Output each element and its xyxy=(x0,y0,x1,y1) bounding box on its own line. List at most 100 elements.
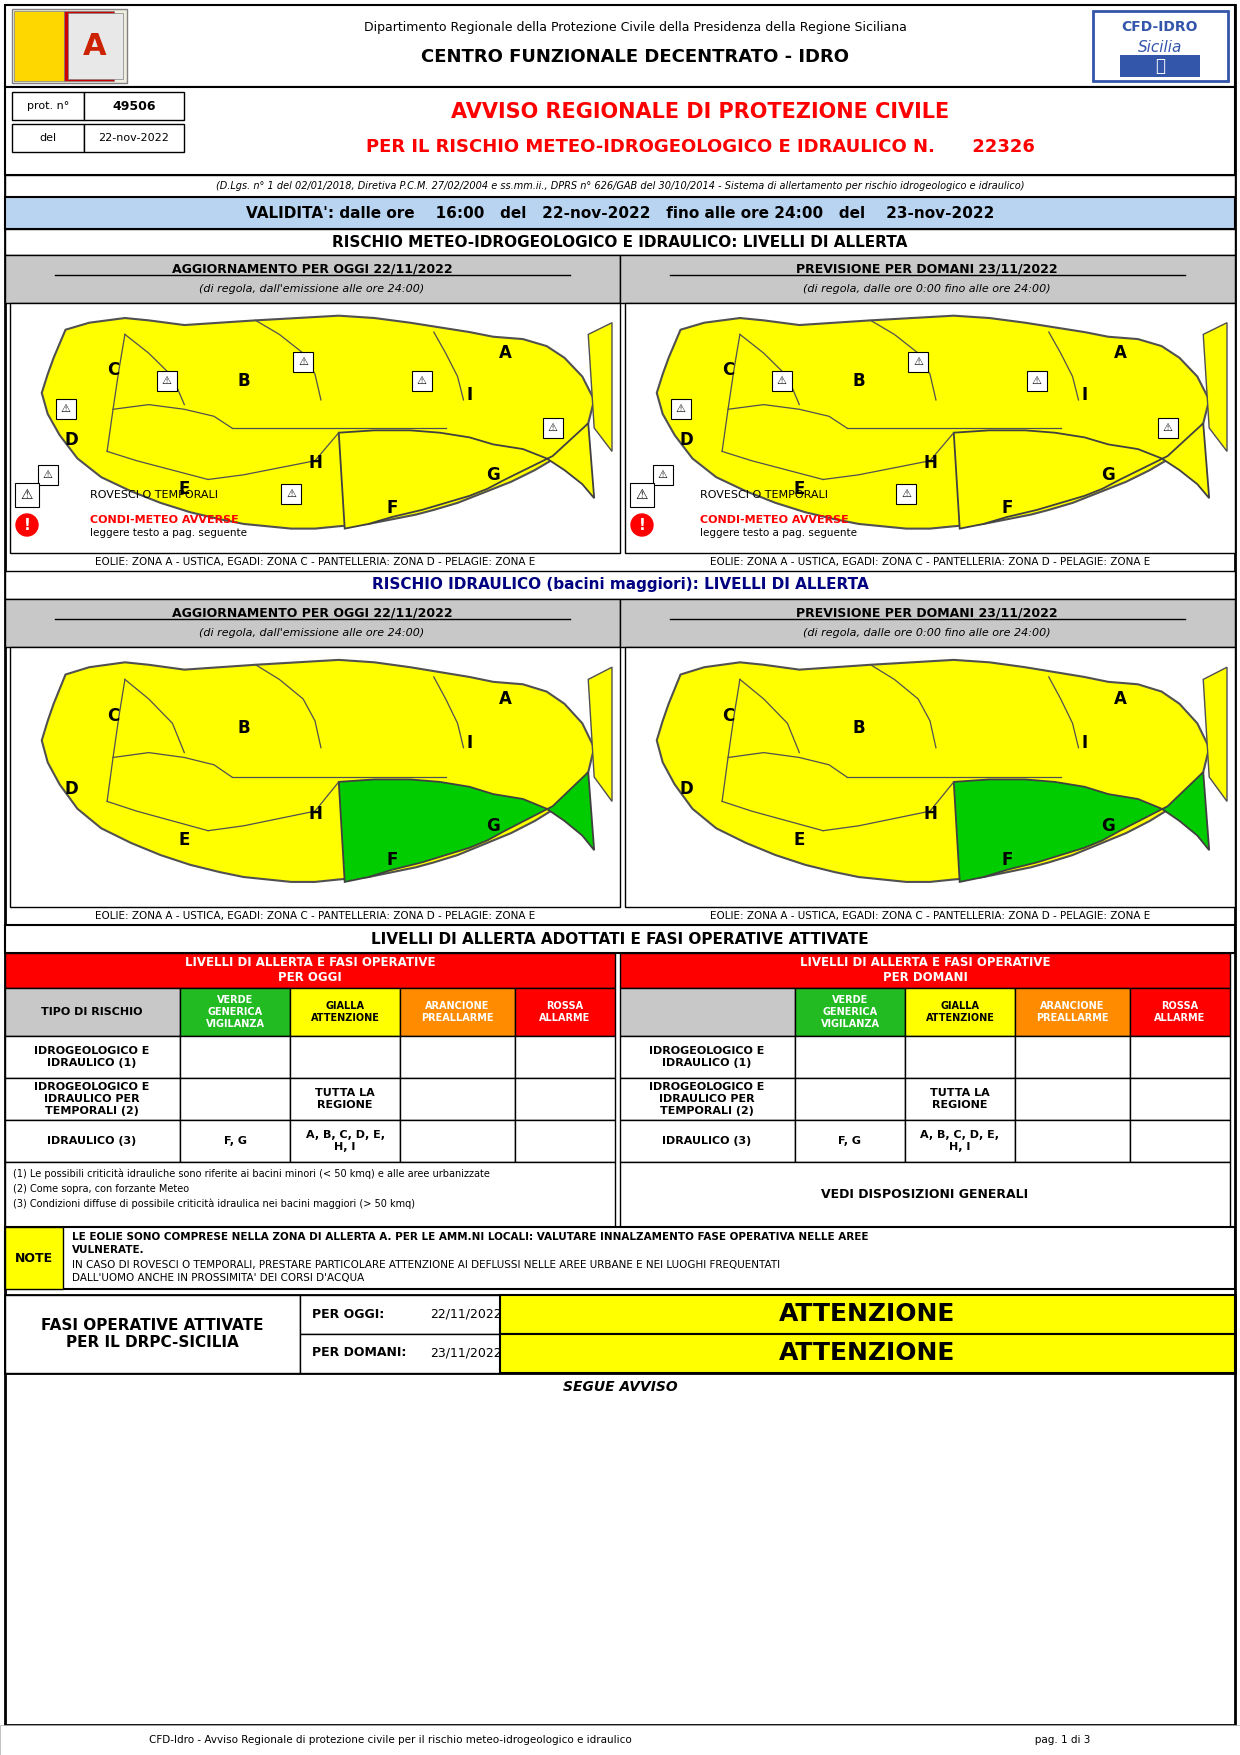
Bar xyxy=(12,9,126,82)
Text: B: B xyxy=(237,372,250,390)
Bar xyxy=(905,988,1016,1035)
Text: ⚠: ⚠ xyxy=(901,488,911,498)
Text: F: F xyxy=(387,498,398,516)
Text: D: D xyxy=(64,781,78,799)
Text: PER DOMANI:: PER DOMANI: xyxy=(312,1346,407,1360)
Bar xyxy=(625,648,1235,907)
Bar xyxy=(5,228,1235,254)
Bar xyxy=(897,484,916,504)
Text: F, G: F, G xyxy=(838,1135,862,1146)
Text: ⚠: ⚠ xyxy=(21,488,33,502)
Text: C: C xyxy=(722,360,734,379)
Bar xyxy=(5,1162,615,1227)
Bar xyxy=(500,1295,1235,1334)
Bar xyxy=(620,254,1235,304)
Text: A: A xyxy=(1114,344,1126,362)
Text: CONDI-METEO AVVERSE: CONDI-METEO AVVERSE xyxy=(91,514,239,525)
Text: ⚠: ⚠ xyxy=(636,488,649,502)
Bar xyxy=(12,125,84,153)
Text: CFD-IDRO: CFD-IDRO xyxy=(1122,19,1198,33)
Bar xyxy=(300,1295,500,1334)
Text: EOLIE: ZONA A - USTICA, EGADI: ZONA C - PANTELLERIA: ZONA D - PELAGIE: ZONA E: EOLIE: ZONA A - USTICA, EGADI: ZONA C - … xyxy=(95,911,536,921)
Bar xyxy=(5,570,1235,598)
Bar xyxy=(12,91,84,119)
Text: 49506: 49506 xyxy=(113,100,156,112)
Text: (di regola, dalle ore 0:00 fino alle ore 24:00): (di regola, dalle ore 0:00 fino alle ore… xyxy=(804,628,1050,639)
Bar xyxy=(412,372,432,391)
Bar xyxy=(1130,988,1230,1035)
Text: CONDI-METEO AVVERSE: CONDI-METEO AVVERSE xyxy=(701,514,848,525)
Text: C: C xyxy=(107,360,119,379)
Text: VEDI DISPOSIZIONI GENERALI: VEDI DISPOSIZIONI GENERALI xyxy=(821,1188,1028,1200)
Text: A, B, C, D, E,
H, I: A, B, C, D, E, H, I xyxy=(305,1130,384,1151)
Text: B: B xyxy=(237,720,250,737)
Bar xyxy=(401,1078,515,1120)
Text: G: G xyxy=(486,816,500,835)
Text: D: D xyxy=(680,430,693,449)
Text: 22-nov-2022: 22-nov-2022 xyxy=(98,133,170,142)
Text: AVVISO REGIONALE DI PROTEZIONE CIVILE: AVVISO REGIONALE DI PROTEZIONE CIVILE xyxy=(451,102,949,123)
Bar xyxy=(515,1035,615,1078)
Text: leggere testo a pag. seguente: leggere testo a pag. seguente xyxy=(701,528,857,539)
Bar xyxy=(180,1120,290,1162)
Text: (di regola, dalle ore 0:00 fino alle ore 24:00): (di regola, dalle ore 0:00 fino alle ore… xyxy=(804,284,1050,295)
Bar xyxy=(620,1162,1230,1227)
Text: B: B xyxy=(852,720,866,737)
Text: EOLIE: ZONA A - USTICA, EGADI: ZONA C - PANTELLERIA: ZONA D - PELAGIE: ZONA E: EOLIE: ZONA A - USTICA, EGADI: ZONA C - … xyxy=(709,911,1151,921)
Text: 23/11/2022: 23/11/2022 xyxy=(430,1346,502,1360)
Text: GIALLA
ATTENZIONE: GIALLA ATTENZIONE xyxy=(925,1000,994,1023)
Bar xyxy=(795,988,905,1035)
Bar xyxy=(290,1078,401,1120)
Text: AGGIORNAMENTO PER OGGI 22/11/2022: AGGIORNAMENTO PER OGGI 22/11/2022 xyxy=(171,607,453,620)
Bar xyxy=(5,1227,1235,1288)
Text: PREVISIONE PER DOMANI 23/11/2022: PREVISIONE PER DOMANI 23/11/2022 xyxy=(796,263,1058,276)
Bar xyxy=(290,1035,401,1078)
Text: C: C xyxy=(722,707,734,725)
Bar xyxy=(5,925,1235,953)
Bar xyxy=(5,176,1235,197)
Polygon shape xyxy=(954,423,1209,528)
Text: ⚠: ⚠ xyxy=(1032,376,1042,386)
Text: (1) Le possibili criticità idrauliche sono riferite ai bacini minori (< 50 kmq) : (1) Le possibili criticità idrauliche so… xyxy=(12,1169,490,1179)
Text: FASI OPERATIVE ATTIVATE
PER IL DRPC-SICILIA: FASI OPERATIVE ATTIVATE PER IL DRPC-SICI… xyxy=(41,1318,263,1350)
Polygon shape xyxy=(588,667,613,802)
Text: LIVELLI DI ALLERTA E FASI OPERATIVE
PER DOMANI: LIVELLI DI ALLERTA E FASI OPERATIVE PER … xyxy=(800,956,1050,985)
Bar xyxy=(10,648,620,907)
Polygon shape xyxy=(339,423,594,528)
Text: Dipartimento Regionale della Protezione Civile della Presidenza della Regione Si: Dipartimento Regionale della Protezione … xyxy=(363,21,906,33)
Text: VALIDITA': dalle ore    16:00   del   22-nov-2022   fino alle ore 24:00   del   : VALIDITA': dalle ore 16:00 del 22-nov-20… xyxy=(246,205,994,221)
Bar xyxy=(5,197,1235,228)
Text: H: H xyxy=(308,804,322,823)
Text: PER IL RISCHIO METEO-IDROGEOLOGICO E IDRAULICO N.      22326: PER IL RISCHIO METEO-IDROGEOLOGICO E IDR… xyxy=(366,139,1034,156)
Text: ARANCIONE
PREALLARME: ARANCIONE PREALLARME xyxy=(420,1000,494,1023)
Text: F: F xyxy=(1002,498,1013,516)
Bar xyxy=(5,1295,1235,1372)
Text: DALL'UOMO ANCHE IN PROSSIMITA' DEI CORSI D'ACQUA: DALL'UOMO ANCHE IN PROSSIMITA' DEI CORSI… xyxy=(72,1272,365,1283)
Text: TIPO DI RISCHIO: TIPO DI RISCHIO xyxy=(41,1007,143,1016)
Text: H: H xyxy=(308,455,322,472)
Text: I: I xyxy=(1081,386,1087,404)
Text: A: A xyxy=(498,344,512,362)
Polygon shape xyxy=(42,316,594,528)
Text: C: C xyxy=(107,707,119,725)
Text: TUTTA LA
REGIONE: TUTTA LA REGIONE xyxy=(930,1088,990,1109)
Bar xyxy=(5,1227,63,1288)
Text: ⚠: ⚠ xyxy=(913,358,923,367)
Text: (di regola, dall'emissione alle ore 24:00): (di regola, dall'emissione alle ore 24:0… xyxy=(200,628,424,639)
Text: RISCHIO METEO-IDROGEOLOGICO E IDRAULICO: LIVELLI DI ALLERTA: RISCHIO METEO-IDROGEOLOGICO E IDRAULICO:… xyxy=(332,235,908,249)
Bar xyxy=(795,1120,905,1162)
Text: E: E xyxy=(794,832,805,849)
Text: prot. n°: prot. n° xyxy=(27,102,69,111)
Text: (D.Lgs. n° 1 del 02/01/2018, Diretiva P.C.M. 27/02/2004 e ss.mm.ii., DPRS n° 626: (D.Lgs. n° 1 del 02/01/2018, Diretiva P.… xyxy=(216,181,1024,191)
Bar xyxy=(905,1120,1016,1162)
Text: E: E xyxy=(179,479,190,498)
Text: (di regola, dall'emissione alle ore 24:00): (di regola, dall'emissione alle ore 24:0… xyxy=(200,284,424,295)
Bar xyxy=(1130,1035,1230,1078)
Polygon shape xyxy=(1203,667,1228,802)
Text: ROSSA
ALLARME: ROSSA ALLARME xyxy=(539,1000,590,1023)
Bar xyxy=(671,400,691,419)
Bar xyxy=(10,304,620,553)
Text: ⚠: ⚠ xyxy=(657,470,667,479)
Bar xyxy=(5,598,620,648)
Text: ARANCIONE
PREALLARME: ARANCIONE PREALLARME xyxy=(1035,1000,1109,1023)
